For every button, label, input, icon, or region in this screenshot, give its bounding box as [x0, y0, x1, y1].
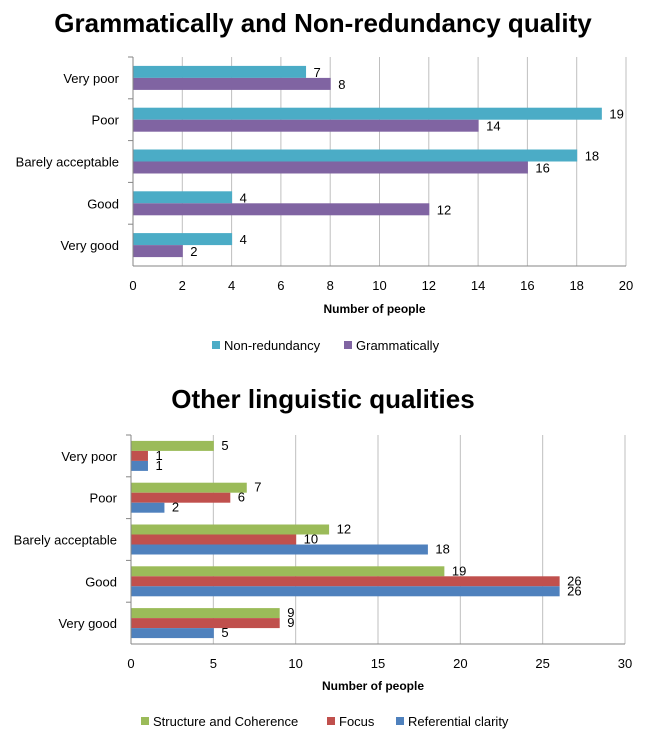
data-label: 5 [221, 438, 228, 453]
x-axis-title: Number of people [322, 679, 424, 693]
data-label: 7 [254, 480, 261, 495]
x-tick-label: 8 [327, 278, 334, 293]
bar [131, 628, 214, 639]
legend-label: Grammatically [356, 338, 440, 353]
data-label: 7 [314, 65, 321, 80]
legend-label: Structure and Coherence [153, 714, 298, 729]
x-tick-label: 4 [228, 278, 235, 293]
x-tick-label: 6 [277, 278, 284, 293]
category-label: Barely acceptable [14, 533, 117, 548]
bar [133, 107, 602, 120]
bar [131, 576, 560, 587]
legend-swatch [344, 341, 352, 349]
data-label: 12 [337, 522, 351, 537]
data-label: 10 [304, 532, 318, 547]
x-tick-label: 20 [619, 278, 633, 293]
data-label: 26 [567, 583, 581, 598]
data-label: 2 [172, 500, 179, 515]
data-label: 9 [287, 615, 294, 630]
bar [133, 245, 183, 258]
x-tick-label: 10 [372, 278, 386, 293]
category-label: Good [85, 574, 117, 589]
data-label: 8 [338, 77, 345, 92]
chart-1-svg: Grammatically and Non-redundancy quality… [16, 8, 634, 353]
x-tick-label: 2 [179, 278, 186, 293]
x-tick-label: 12 [422, 278, 436, 293]
data-label: 19 [609, 107, 623, 122]
category-label: Very good [60, 238, 119, 253]
bar [133, 203, 430, 216]
legend-label: Referential clarity [408, 714, 509, 729]
category-label: Very good [58, 616, 117, 631]
bar [133, 77, 331, 90]
x-tick-label: 16 [520, 278, 534, 293]
legend-label: Non-redundancy [224, 338, 321, 353]
bar [133, 233, 233, 246]
x-tick-label: 0 [127, 656, 134, 671]
bar [131, 586, 560, 597]
x-axis-title: Number of people [323, 302, 425, 316]
data-label: 1 [155, 458, 162, 473]
data-label: 19 [452, 563, 466, 578]
data-label: 4 [240, 190, 247, 205]
data-label: 6 [238, 490, 245, 505]
bar [131, 524, 330, 535]
data-label: 5 [221, 625, 228, 640]
chart-grammatically-non-redundancy: Grammatically and Non-redundancy quality… [16, 8, 634, 353]
bar [131, 482, 247, 493]
data-label: 18 [585, 149, 599, 164]
x-tick-label: 0 [129, 278, 136, 293]
bar [133, 191, 233, 204]
bar [133, 119, 479, 132]
data-label: 16 [535, 161, 549, 176]
data-label: 1 [155, 448, 162, 463]
bar [131, 492, 231, 503]
chart-other-linguistic-qualities: Other linguistic qualities 0 5 10 15 20 25 30 Nu… [0, 368, 646, 733]
x-tick-label: 18 [569, 278, 583, 293]
legend-swatch [327, 717, 335, 725]
category-label: Very poor [63, 71, 119, 86]
bar [131, 534, 297, 545]
category-label: Poor [92, 113, 120, 128]
legend-swatch [212, 341, 220, 349]
bar [131, 460, 148, 471]
data-label: 4 [240, 232, 247, 247]
bar [133, 149, 578, 162]
bar [133, 161, 528, 174]
chart-title: Grammatically and Non-redundancy quality [54, 8, 592, 38]
x-tick-label: 10 [288, 656, 302, 671]
bar [131, 618, 280, 629]
category-label: Very poor [61, 449, 117, 464]
bar [131, 544, 428, 555]
data-label: 12 [437, 202, 451, 217]
x-tick-label: 25 [535, 656, 549, 671]
category-label: Good [87, 196, 119, 211]
legend-swatch [396, 717, 404, 725]
bar [131, 450, 148, 461]
bar [131, 440, 214, 451]
legend-label: Focus [339, 714, 375, 729]
bar [133, 65, 307, 78]
x-tick-label: 20 [453, 656, 467, 671]
data-label: 14 [486, 119, 500, 134]
category-label: Poor [90, 491, 118, 506]
bar [131, 502, 165, 513]
x-tick-label: 5 [210, 656, 217, 671]
legend-swatch [141, 717, 149, 725]
x-tick-label: 14 [471, 278, 485, 293]
bar [131, 608, 280, 619]
data-label: 26 [567, 573, 581, 588]
chart-title: Other linguistic qualities [171, 384, 474, 414]
x-tick-label: 15 [371, 656, 385, 671]
x-tick-label: 30 [618, 656, 632, 671]
data-label: 2 [190, 244, 197, 259]
data-label: 18 [435, 542, 449, 557]
category-label: Barely acceptable [16, 155, 119, 170]
bar [131, 566, 445, 577]
data-label: 9 [287, 605, 294, 620]
